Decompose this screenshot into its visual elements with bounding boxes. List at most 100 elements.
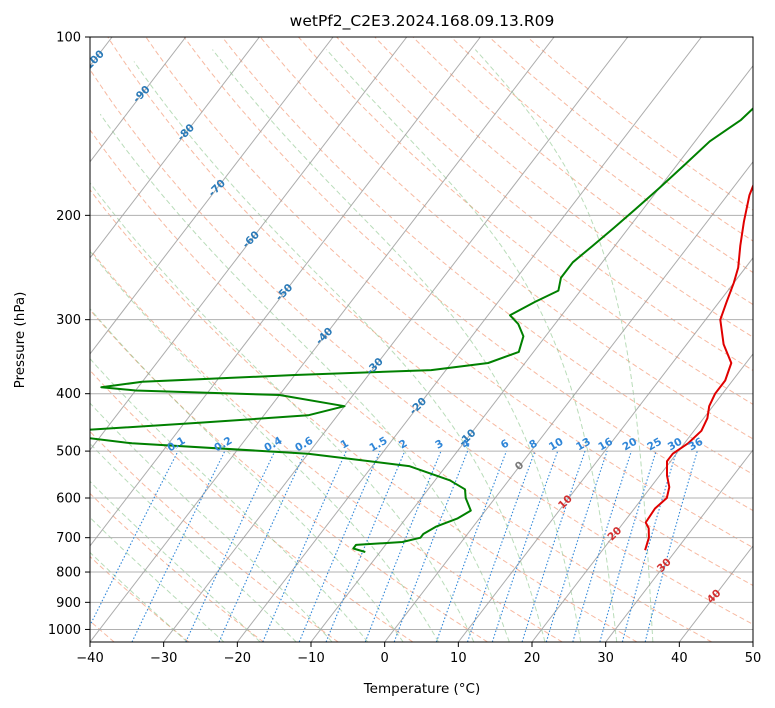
isotherm (678, 545, 753, 642)
mixing-ratio-lines (90, 450, 698, 642)
mixing-ratio-label: 6 (499, 437, 511, 451)
moist-adiabat (90, 516, 225, 642)
chart-title: wetPf2_C2E3.2024.168.09.13.R09 (290, 12, 555, 31)
dry-adiabat (90, 248, 563, 642)
temperature-label: -40 (314, 325, 336, 347)
x-tick-label: −40 (76, 651, 103, 666)
moist-adiabat (90, 182, 475, 642)
isotherm (605, 449, 753, 642)
dry-adiabat (260, 37, 753, 440)
y-tick-label: 900 (56, 596, 81, 611)
dry-adiabat (90, 68, 753, 625)
x-tick-label: −30 (150, 651, 177, 666)
isotherm (90, 37, 408, 451)
temperature-label: -80 (175, 122, 197, 144)
mixing-ratio-line (185, 450, 276, 642)
y-axis-ticks: 100 200 300 400 500 600 700 800 900 1000 (48, 31, 90, 638)
temperature-label: -30 (364, 356, 386, 378)
moist-adiabat (90, 480, 261, 642)
moist-adiabat (90, 402, 333, 642)
moist-adiabats (90, 49, 654, 642)
isotherm (236, 37, 702, 642)
moist-adiabat (133, 61, 546, 642)
mixing-ratio-line (599, 450, 657, 642)
temperature-label: 20 (605, 525, 624, 544)
temperature-label: -70 (206, 177, 228, 199)
y-tick-label: 400 (56, 387, 81, 402)
temperature-profile-line (644, 183, 753, 551)
mixing-ratio-label: 3 (433, 437, 445, 451)
x-tick-label: 0 (381, 651, 389, 666)
y-tick-label: 1000 (48, 623, 81, 638)
moist-adiabat (99, 113, 510, 642)
isotherm (90, 37, 334, 355)
isotherm (90, 37, 187, 163)
dry-adiabat (298, 37, 753, 405)
dry-adiabat (107, 37, 753, 587)
isotherm (457, 257, 753, 642)
mixing-ratio-line (545, 450, 608, 642)
moist-adiabat (90, 250, 439, 642)
x-tick-label: 30 (597, 651, 614, 666)
dry-adiabat (90, 128, 712, 642)
moist-adiabat (90, 357, 369, 642)
isotherm (90, 37, 555, 642)
mixing-ratio-line (298, 450, 381, 642)
isotherm (90, 37, 481, 547)
dewpoint-profile-line (90, 107, 753, 553)
temperature-label: -50 (273, 282, 295, 304)
moist-adiabat (474, 49, 654, 642)
y-tick-label: 800 (56, 566, 81, 581)
x-tick-label: 10 (450, 651, 467, 666)
temperature-label: 40 (705, 587, 724, 606)
y-tick-label: 600 (56, 492, 81, 507)
dry-adiabat (90, 309, 488, 642)
y-tick-label: 500 (56, 445, 81, 460)
isotherm (310, 64, 753, 642)
moist-adiabat (90, 442, 297, 642)
temperature-label: 10 (556, 493, 575, 512)
x-axis-ticks: −40 −30 −20 −10 0 10 20 30 40 50 (76, 642, 761, 666)
mixing-ratio-line (393, 450, 469, 642)
mixing-ratio-line (572, 450, 632, 642)
y-axis-label: Pressure (hPa) (12, 292, 28, 389)
plot-area: -100-90-80-70-60-50-40-30-20-10010203040… (80, 37, 753, 642)
temperature-label: -20 (407, 395, 429, 417)
y-tick-label: 100 (56, 31, 81, 46)
dry-adiabat (450, 37, 753, 274)
mixing-ratio-line (621, 450, 678, 642)
temperature-label: 0 (513, 459, 527, 473)
dry-adiabat (527, 37, 753, 211)
dry-adiabat (90, 188, 638, 642)
plot-frame (89, 36, 754, 643)
mixing-ratio-line (491, 450, 559, 642)
temperature-label: -100 (80, 48, 107, 75)
mixing-ratio-line (644, 450, 698, 642)
dry-adiabat (183, 37, 753, 512)
mixing-ratio-line (364, 450, 442, 642)
y-tick-label: 700 (56, 531, 81, 546)
isotherm (163, 37, 629, 642)
y-tick-label: 300 (56, 313, 81, 328)
mixing-ratio-line (325, 450, 406, 642)
dry-adiabat (90, 555, 190, 642)
temperature-label: -90 (131, 83, 153, 105)
mixing-ratio-line (131, 450, 226, 642)
isotherm (531, 353, 753, 642)
x-tick-label: 20 (524, 651, 541, 666)
mixing-ratio-line (521, 450, 586, 642)
dry-adiabat (145, 37, 753, 549)
dry-adiabat (412, 37, 753, 306)
x-tick-label: −20 (224, 651, 251, 666)
dry-adiabat (90, 369, 414, 642)
dry-adiabat (374, 37, 753, 338)
mixing-ratio-label: 2 (397, 437, 409, 451)
y-tick-label: 200 (56, 209, 81, 224)
dry-adiabat (336, 37, 753, 371)
mixing-ratio-line (466, 450, 536, 642)
profile-lines (90, 107, 753, 553)
mixing-ratio-line (90, 450, 179, 627)
x-tick-label: −10 (297, 651, 324, 666)
x-tick-label: 40 (671, 651, 688, 666)
